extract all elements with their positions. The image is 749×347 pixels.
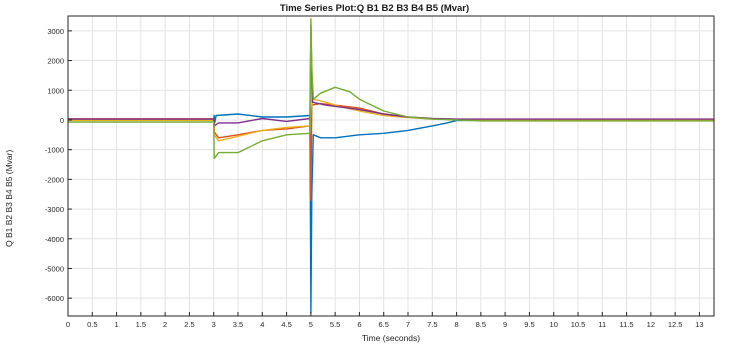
x-tick-label: 8 xyxy=(454,320,458,329)
y-tick-label: -1000 xyxy=(45,146,64,155)
y-tick-label: -6000 xyxy=(45,294,64,303)
x-tick-label: 7 xyxy=(406,320,410,329)
x-tick-label: 11.5 xyxy=(620,320,634,329)
x-tick-label: 0.5 xyxy=(87,320,97,329)
x-tick-label: 6.5 xyxy=(378,320,388,329)
y-tick-label: 2000 xyxy=(47,57,64,66)
x-tick-label: 4.5 xyxy=(281,320,291,329)
y-tick-label: 1000 xyxy=(47,86,64,95)
ticks: 0 0.5 1 1.5 2 2.5 3 3.5 4 4.5 5 5.5 6 6.5 7 7.5 8 8.5 9 9.5… xyxy=(45,27,704,329)
y-tick-label: -2000 xyxy=(45,175,64,184)
x-tick-label: 9 xyxy=(503,320,507,329)
x-tick-label: 9.5 xyxy=(524,320,534,329)
x-tick-label: 5 xyxy=(309,320,313,329)
x-tick-label: 5.5 xyxy=(330,320,340,329)
x-tick-label: 12.5 xyxy=(668,320,683,329)
x-tick-label: 0 xyxy=(66,320,70,329)
x-tick-label: 4 xyxy=(260,320,264,329)
y-tick-label: 3000 xyxy=(47,27,64,36)
y-tick-label: -3000 xyxy=(45,205,64,214)
x-tick-label: 8.5 xyxy=(476,320,486,329)
series-group xyxy=(68,18,714,314)
x-tick-label: 3 xyxy=(212,320,216,329)
axes-frame xyxy=(67,15,715,317)
x-tick-label: 1 xyxy=(114,320,118,329)
x-axis-label: Time (seconds) xyxy=(361,333,421,343)
grid xyxy=(67,16,714,316)
x-tick-label: 2 xyxy=(163,320,167,329)
y-tick-label: -5000 xyxy=(45,264,64,273)
x-tick-label: 13 xyxy=(695,320,703,329)
x-tick-label: 11 xyxy=(598,320,606,329)
x-tick-label: 10.5 xyxy=(571,320,586,329)
x-tick-label: 12 xyxy=(647,320,655,329)
x-tick-label: 2.5 xyxy=(184,320,194,329)
x-tick-label: 7.5 xyxy=(427,320,437,329)
series-line-1 xyxy=(68,113,714,314)
x-tick-label: 10 xyxy=(550,320,558,329)
chart-title: Time Series Plot:Q B1 B2 B3 B4 B5 (Mvar) xyxy=(279,3,470,14)
series-line-5 xyxy=(68,18,714,160)
x-tick-label: 6 xyxy=(357,320,361,329)
x-tick-label: 3.5 xyxy=(233,320,243,329)
y-tick-label: 0 xyxy=(60,116,64,125)
y-tick-label: -4000 xyxy=(45,235,64,244)
x-tick-label: 1.5 xyxy=(136,320,146,329)
